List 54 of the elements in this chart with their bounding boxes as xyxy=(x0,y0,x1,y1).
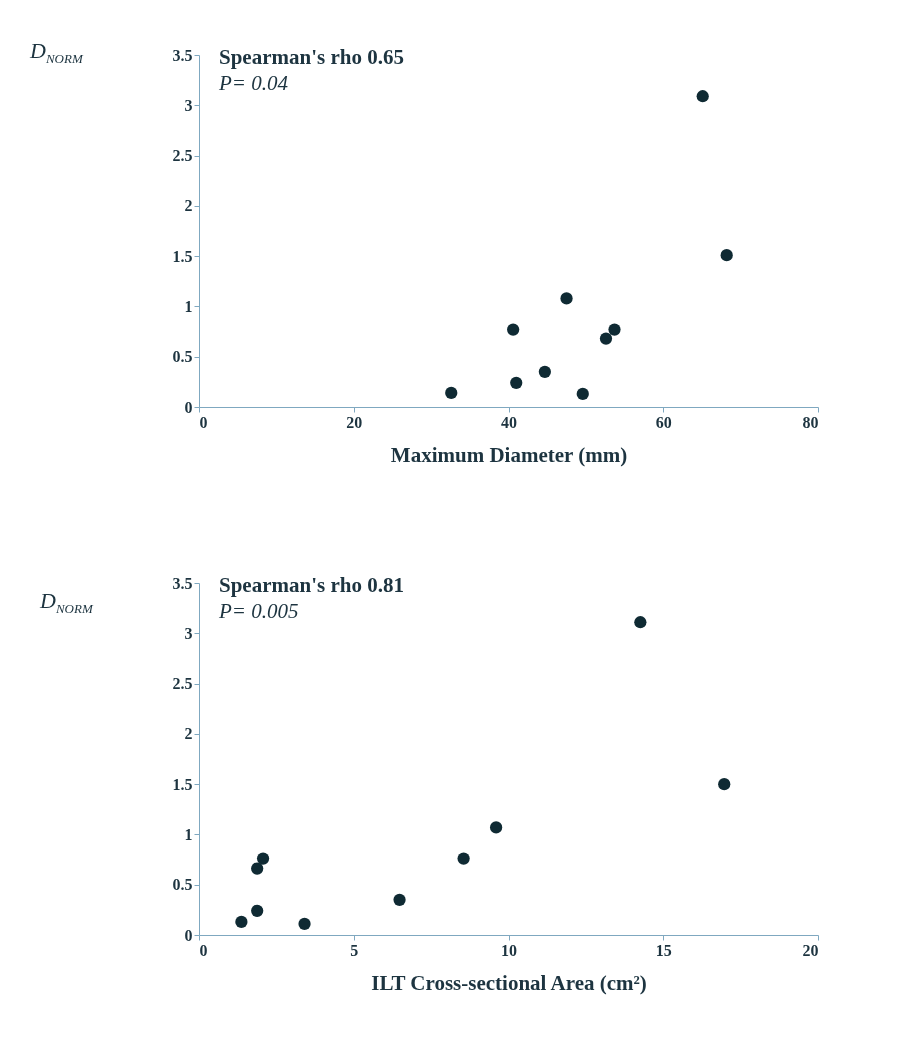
point xyxy=(251,862,264,875)
point xyxy=(490,821,503,834)
y-tick-label: 0 xyxy=(184,398,193,416)
y-tick-label: 3 xyxy=(184,624,193,642)
x-tick-label: 0 xyxy=(199,941,208,959)
y-tick-label: 3.5 xyxy=(172,46,193,64)
x-tick-label: 15 xyxy=(655,941,672,959)
x-tick-label: 20 xyxy=(346,413,363,431)
x-tick-label: 20 xyxy=(802,941,819,959)
x-tick-label: 40 xyxy=(501,413,517,431)
x-tick-label: 5 xyxy=(350,941,359,959)
point xyxy=(634,616,647,629)
point xyxy=(718,778,731,791)
point xyxy=(298,917,311,931)
x-tick-label: 60 xyxy=(655,413,672,431)
y-tick-label: 1.5 xyxy=(172,775,193,793)
y-tick-label: 1.5 xyxy=(172,247,193,265)
y-tick-label: 1 xyxy=(184,825,193,843)
y-tick-label: 2.5 xyxy=(172,147,193,165)
y-tick-label: 3.5 xyxy=(172,574,193,592)
point xyxy=(507,323,520,336)
y-tick-label: 0.5 xyxy=(172,876,193,894)
y-tick-label: 0.5 xyxy=(172,348,193,366)
point xyxy=(256,852,270,865)
annotation: P= 0.04 xyxy=(218,71,289,95)
y-tick-label: 0 xyxy=(184,926,193,944)
annotation: Spearman's rho 0.65 xyxy=(219,45,404,69)
x-tick-label: 0 xyxy=(199,413,208,431)
x-tick-label: 10 xyxy=(501,941,517,959)
point xyxy=(510,376,523,389)
point xyxy=(608,323,621,336)
y-tick-label: 2.5 xyxy=(172,675,193,693)
x-axis-title: Maximum Diameter (mm) xyxy=(390,442,628,467)
point xyxy=(696,90,709,103)
annotation: P= 0.005 xyxy=(218,599,299,623)
point xyxy=(393,893,406,906)
point xyxy=(599,332,613,345)
y-axis-title: D$_{NORM}$ xyxy=(30,38,83,68)
y-tick-label: 2 xyxy=(184,725,193,743)
point xyxy=(576,387,589,401)
x-tick-label: 80 xyxy=(802,413,819,431)
y-tick-label: 1 xyxy=(184,297,193,315)
point xyxy=(251,904,264,917)
y-tick-label: 3 xyxy=(184,96,193,114)
y-tick-label: 2 xyxy=(184,197,193,215)
point xyxy=(457,852,470,865)
point xyxy=(235,915,248,929)
point xyxy=(720,249,733,262)
annotation: Spearman's rho 0.81 xyxy=(219,573,404,597)
point xyxy=(560,292,573,305)
x-axis-title: ILT Cross-sectional Area (cm²) xyxy=(371,970,647,995)
point xyxy=(445,386,458,400)
point xyxy=(538,365,551,378)
y-axis-title: D$_{NORM}$ xyxy=(40,588,93,618)
